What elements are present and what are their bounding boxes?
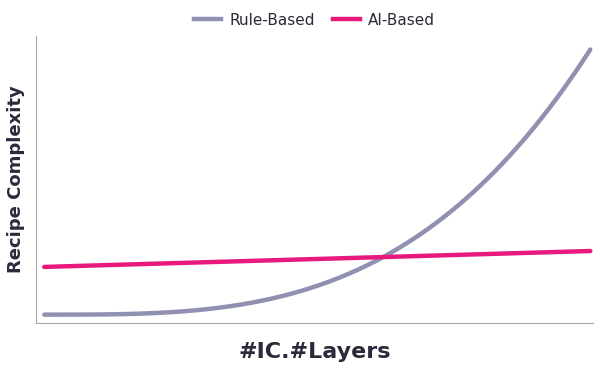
Y-axis label: Recipe Complexity: Recipe Complexity xyxy=(7,86,25,273)
Rule-Based xyxy=(336,275,343,280)
AI-Based xyxy=(488,252,496,256)
AI-Based xyxy=(587,249,594,253)
X-axis label: #IC.#Layers: #IC.#Layers xyxy=(238,342,391,362)
Line: Rule-Based: Rule-Based xyxy=(44,49,590,315)
Rule-Based xyxy=(41,313,48,317)
Rule-Based xyxy=(488,172,496,176)
Rule-Based xyxy=(365,262,373,266)
AI-Based xyxy=(336,256,343,261)
Rule-Based xyxy=(574,67,581,72)
Rule-Based xyxy=(587,47,594,52)
AI-Based xyxy=(300,257,307,262)
Rule-Based xyxy=(300,288,307,292)
Legend: Rule-Based, AI-Based: Rule-Based, AI-Based xyxy=(188,7,441,34)
AI-Based xyxy=(365,255,373,260)
AI-Based xyxy=(574,249,581,254)
AI-Based xyxy=(303,257,310,262)
AI-Based xyxy=(41,265,48,269)
Line: AI-Based: AI-Based xyxy=(44,251,590,267)
Rule-Based xyxy=(303,287,310,292)
